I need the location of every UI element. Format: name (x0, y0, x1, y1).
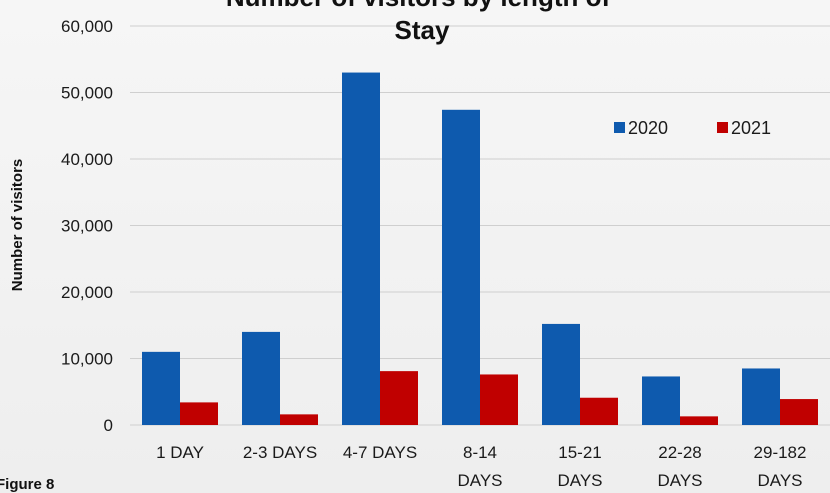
bar-2021-2 (380, 371, 418, 425)
y-axis-title: Number of visitors (9, 159, 26, 292)
legend: 2020 2021 (614, 118, 771, 138)
y-tick-label: 0 (104, 416, 113, 435)
y-tick-label: 10,000 (61, 350, 113, 369)
bar-2020-6 (742, 368, 780, 425)
legend-swatch-2020 (614, 122, 625, 133)
bar-2021-1 (280, 414, 318, 425)
category-label: 4-7 DAYS (343, 443, 417, 462)
legend-label-2020: 2020 (628, 118, 668, 138)
category-label: DAYS (657, 471, 702, 490)
y-tick-label: 30,000 (61, 217, 113, 236)
category-label: 2-3 DAYS (243, 443, 317, 462)
bar-2021-0 (180, 402, 218, 425)
bar-2020-4 (542, 323, 580, 425)
legend-label-2021: 2021 (731, 118, 771, 138)
bar-2021-6 (780, 399, 818, 425)
y-tick-label: 60,000 (61, 17, 113, 36)
bars (142, 72, 818, 426)
y-tick-label: 40,000 (61, 150, 113, 169)
bar-2020-2 (342, 72, 380, 426)
bar-2020-1 (242, 331, 280, 425)
category-label: 29-182 (754, 443, 807, 462)
bar-2021-3 (480, 374, 518, 425)
bar-2020-5 (642, 376, 680, 425)
y-tick-label: 20,000 (61, 283, 113, 302)
bar-2021-5 (680, 416, 718, 425)
y-tick-label: 50,000 (61, 84, 113, 103)
y-tick-labels: 0 10,000 20,000 30,000 40,000 50,000 60,000 (61, 17, 113, 435)
category-label: DAYS (457, 471, 502, 490)
category-label: 15-21 (558, 443, 601, 462)
category-label: 22-28 (658, 443, 701, 462)
category-labels: 1 DAY 2-3 DAYS 4-7 DAYS 8-14 DAYS 15-21 DAYS 22… (156, 443, 806, 490)
category-label: DAYS (557, 471, 602, 490)
category-label: 1 DAY (156, 443, 204, 462)
category-label: DAYS (757, 471, 802, 490)
chart-title-line-1: Number of visitors by length of (226, 0, 611, 12)
bar-2021-4 (580, 397, 618, 425)
chart-title-line-2: Stay (395, 15, 450, 45)
bar-2020-0 (142, 351, 180, 425)
legend-swatch-2021 (717, 122, 728, 133)
figure-caption: Figure 8 (0, 476, 55, 493)
bar-2020-3 (442, 109, 480, 425)
category-label: 8-14 (463, 443, 497, 462)
